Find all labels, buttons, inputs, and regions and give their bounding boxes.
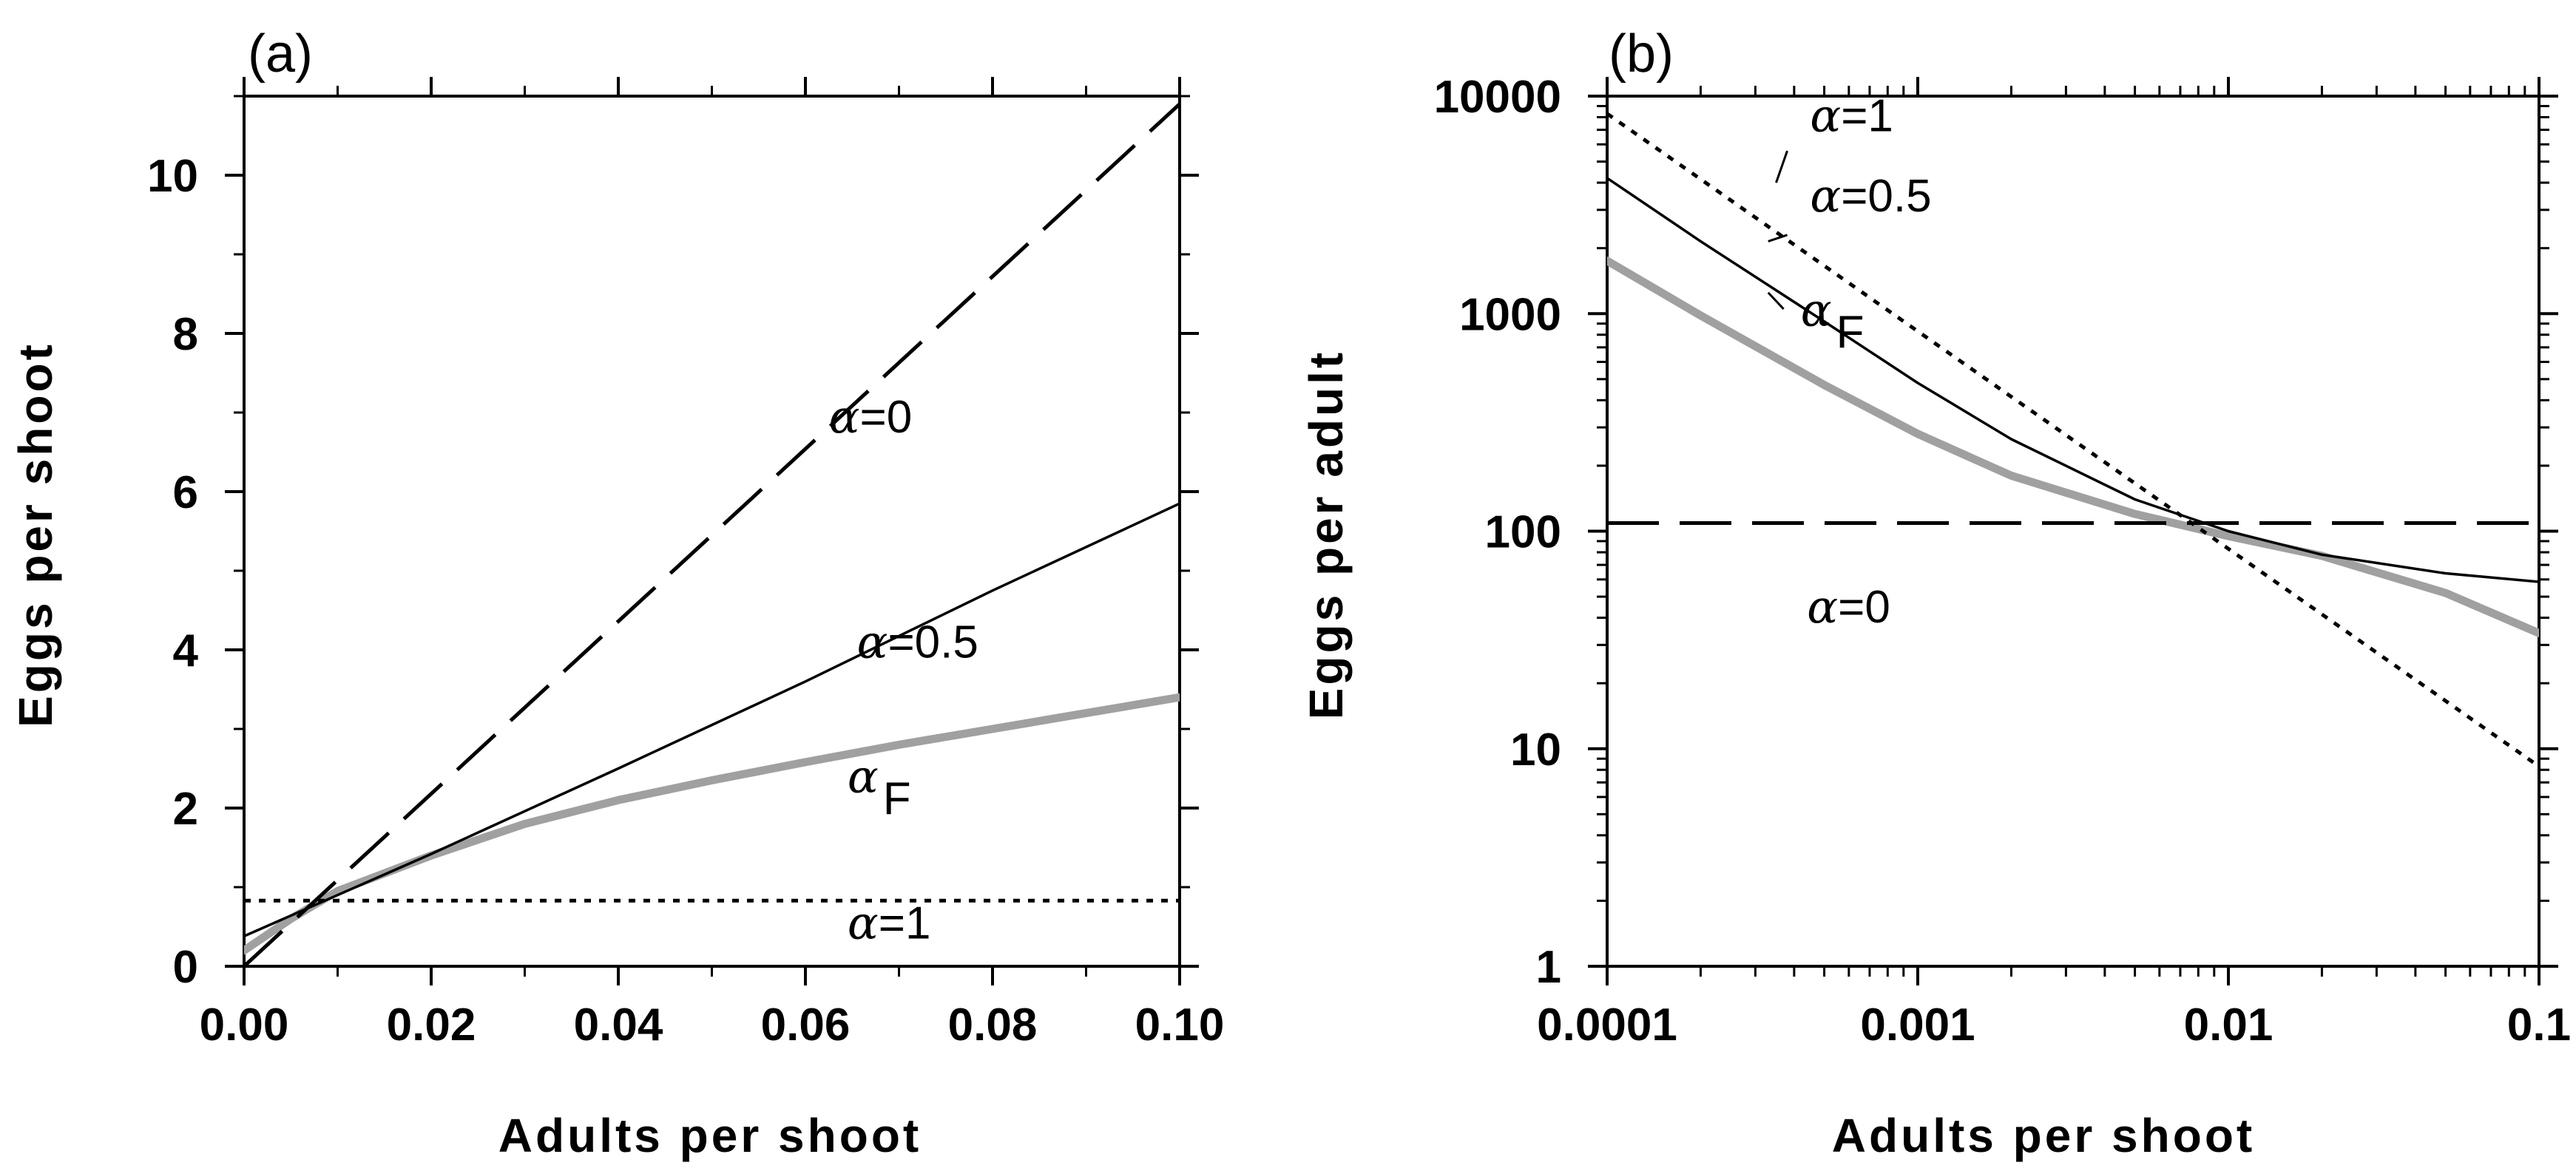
y-tick-label: 10000 xyxy=(1434,72,1561,123)
x-axis-title: Adults per shoot xyxy=(1832,1109,2255,1162)
x-tick-label: 0.04 xyxy=(574,1000,663,1051)
x-tick-label: 0.0001 xyxy=(1537,1000,1677,1051)
series-line-a1 xyxy=(1607,112,2539,768)
x-tick-label: 0.08 xyxy=(948,1000,1038,1051)
series-label-a05: α=0.5 xyxy=(857,615,978,669)
series-line-a05 xyxy=(244,502,1180,938)
panel-b: (b) Adults per shoot Eggs per adult 0.00… xyxy=(1299,24,2571,1162)
y-tick-label: 2 xyxy=(173,784,198,835)
y-tick-label: 4 xyxy=(173,625,199,676)
x-axis-title: Adults per shoot xyxy=(498,1109,922,1162)
leader-line xyxy=(1768,234,1788,242)
series-label-a0: α=0 xyxy=(1807,580,1890,634)
x-tick-label: 0.02 xyxy=(387,1000,476,1051)
x-tick-label: 0.10 xyxy=(1135,1000,1225,1051)
series-label-a0: α=0 xyxy=(829,390,913,444)
series-line-a0 xyxy=(244,102,1180,966)
panel-label: (a) xyxy=(248,24,313,84)
x-tick-label: 0.00 xyxy=(200,1000,289,1051)
series-label-a05: α=0.5 xyxy=(1810,169,1931,223)
panel-a: (a) Adults per shoot Eggs per shoot 0.00… xyxy=(9,24,1224,1162)
y-tick-label: 6 xyxy=(173,467,198,518)
x-tick-label: 0.001 xyxy=(1860,1000,1975,1051)
y-axis-title: Eggs per shoot xyxy=(9,342,62,727)
y-axis-title: Eggs per adult xyxy=(1299,350,1353,720)
series-line-aF xyxy=(1607,257,2539,637)
y-tick-label: 0 xyxy=(173,942,198,993)
series-label-aF: αF xyxy=(1801,283,1865,359)
series-line-aF xyxy=(244,693,1180,955)
panel-label: (b) xyxy=(1609,24,1674,84)
series-label-a1: α=1 xyxy=(1810,88,1893,142)
x-tick-label: 0.06 xyxy=(761,1000,851,1051)
y-tick-label: 1000 xyxy=(1459,289,1561,340)
series-line-a05 xyxy=(1607,177,2539,583)
y-tick-label: 1 xyxy=(1536,942,1561,993)
leader-line xyxy=(1767,291,1785,311)
series-label-a1: α=1 xyxy=(848,896,931,950)
series-label-aF: αF xyxy=(848,750,911,825)
y-tick-label: 8 xyxy=(173,309,198,360)
leader-line xyxy=(1775,150,1788,183)
y-tick-label: 10 xyxy=(147,151,198,202)
x-tick-label: 0.01 xyxy=(2184,1000,2274,1051)
y-tick-label: 100 xyxy=(1485,507,1561,558)
x-tick-label: 0.1 xyxy=(2507,1000,2571,1051)
y-tick-label: 10 xyxy=(1510,725,1561,776)
plot-frame xyxy=(1606,95,2540,968)
